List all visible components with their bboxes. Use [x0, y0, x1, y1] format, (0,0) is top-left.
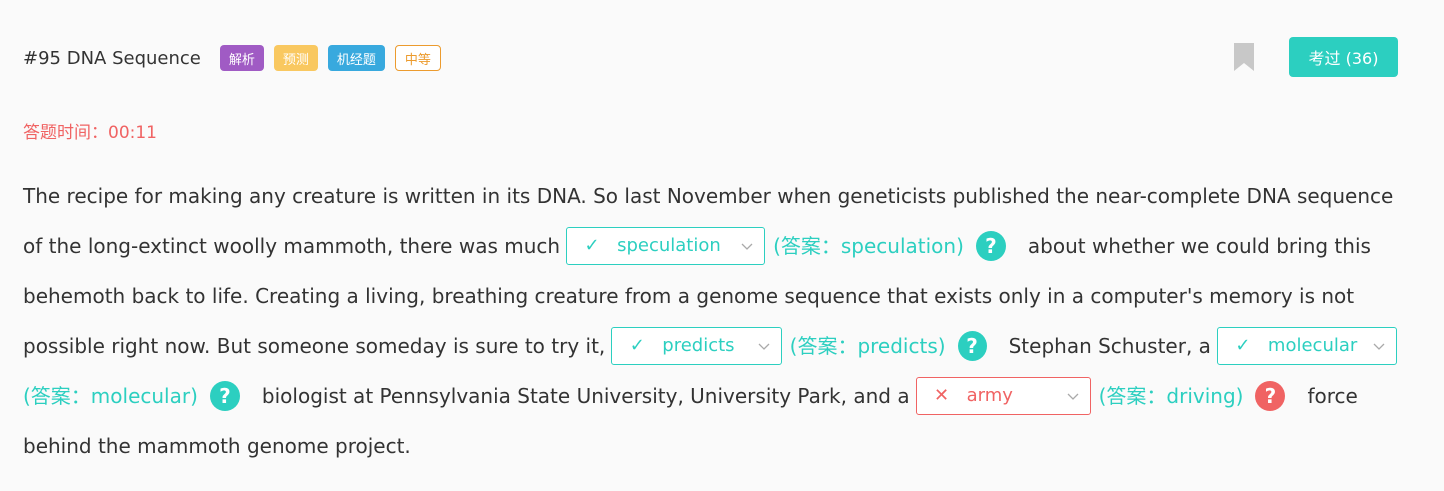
- answer-timer: 答题时间：00:11: [23, 123, 157, 143]
- passage-text: biologist at Pennsylvania State Universi…: [261, 384, 910, 408]
- question-title: #95 DNA Sequence: [23, 47, 201, 69]
- check-icon: ✓: [584, 235, 600, 256]
- passage-line: (答案：molecular) ? biologist at Pennsylvan…: [23, 371, 1403, 421]
- blank-dropdown-1[interactable]: ✓ speculation: [566, 227, 766, 265]
- passage-text: possible right now. But someone someday …: [23, 334, 606, 358]
- passage-text: The recipe for making any creature is wr…: [23, 184, 1394, 208]
- tag-difficulty: 中等: [394, 45, 441, 71]
- chevron-down-icon: [758, 343, 770, 350]
- chevron-down-icon: [1373, 343, 1385, 350]
- help-icon[interactable]: ?: [975, 231, 1006, 261]
- chevron-down-icon: [741, 243, 753, 250]
- question-header: #95 DNA Sequence 解析 预测 机经题 中等: [23, 41, 451, 75]
- blank-dropdown-3[interactable]: ✓ molecular: [1216, 327, 1397, 365]
- passage: The recipe for making any creature is wr…: [23, 171, 1403, 471]
- blank-answer: (答案：predicts): [789, 334, 946, 358]
- blank-selected-value: army: [966, 385, 1013, 406]
- passage-text: of the long-extinct woolly mammoth, ther…: [23, 234, 561, 258]
- passage-text: force: [1307, 384, 1358, 408]
- chevron-down-icon: [1067, 393, 1079, 400]
- passage-line: behemoth back to life. Creating a living…: [23, 271, 1403, 321]
- tag-exam-question[interactable]: 机经题: [327, 45, 385, 71]
- blank-selected-value: molecular: [1267, 335, 1358, 356]
- blank-answer: (答案：driving): [1098, 384, 1244, 408]
- bookmark-icon[interactable]: [1233, 42, 1255, 72]
- help-icon[interactable]: ?: [209, 381, 240, 411]
- help-icon[interactable]: ?: [1255, 381, 1286, 411]
- check-icon: ✓: [629, 335, 645, 356]
- tag-predict[interactable]: 预测: [273, 45, 318, 71]
- taken-exam-button[interactable]: 考过 (36): [1289, 37, 1398, 77]
- blank-dropdown-4[interactable]: ✕ army: [915, 377, 1091, 415]
- tag-analysis[interactable]: 解析: [219, 45, 264, 71]
- blank-answer: (答案：molecular): [23, 384, 198, 408]
- passage-text: behind the mammoth genome project.: [23, 434, 411, 458]
- passage-text: about whether we could bring this: [1027, 234, 1371, 258]
- passage-line: of the long-extinct woolly mammoth, ther…: [23, 221, 1403, 271]
- blank-dropdown-2[interactable]: ✓ predicts: [611, 327, 782, 365]
- help-icon[interactable]: ?: [957, 331, 987, 361]
- passage-line: behind the mammoth genome project.: [23, 421, 1403, 471]
- passage-line: possible right now. But someone someday …: [23, 321, 1403, 371]
- cross-icon: ✕: [934, 385, 950, 406]
- check-icon: ✓: [1235, 335, 1251, 356]
- passage-text: behemoth back to life. Creating a living…: [23, 284, 1355, 308]
- passage-text: Stephan Schuster, a: [1008, 334, 1211, 358]
- blank-answer: (答案：speculation): [773, 234, 964, 258]
- blank-selected-value: speculation: [617, 235, 721, 256]
- passage-line: The recipe for making any creature is wr…: [23, 171, 1403, 221]
- blank-selected-value: predicts: [662, 335, 735, 356]
